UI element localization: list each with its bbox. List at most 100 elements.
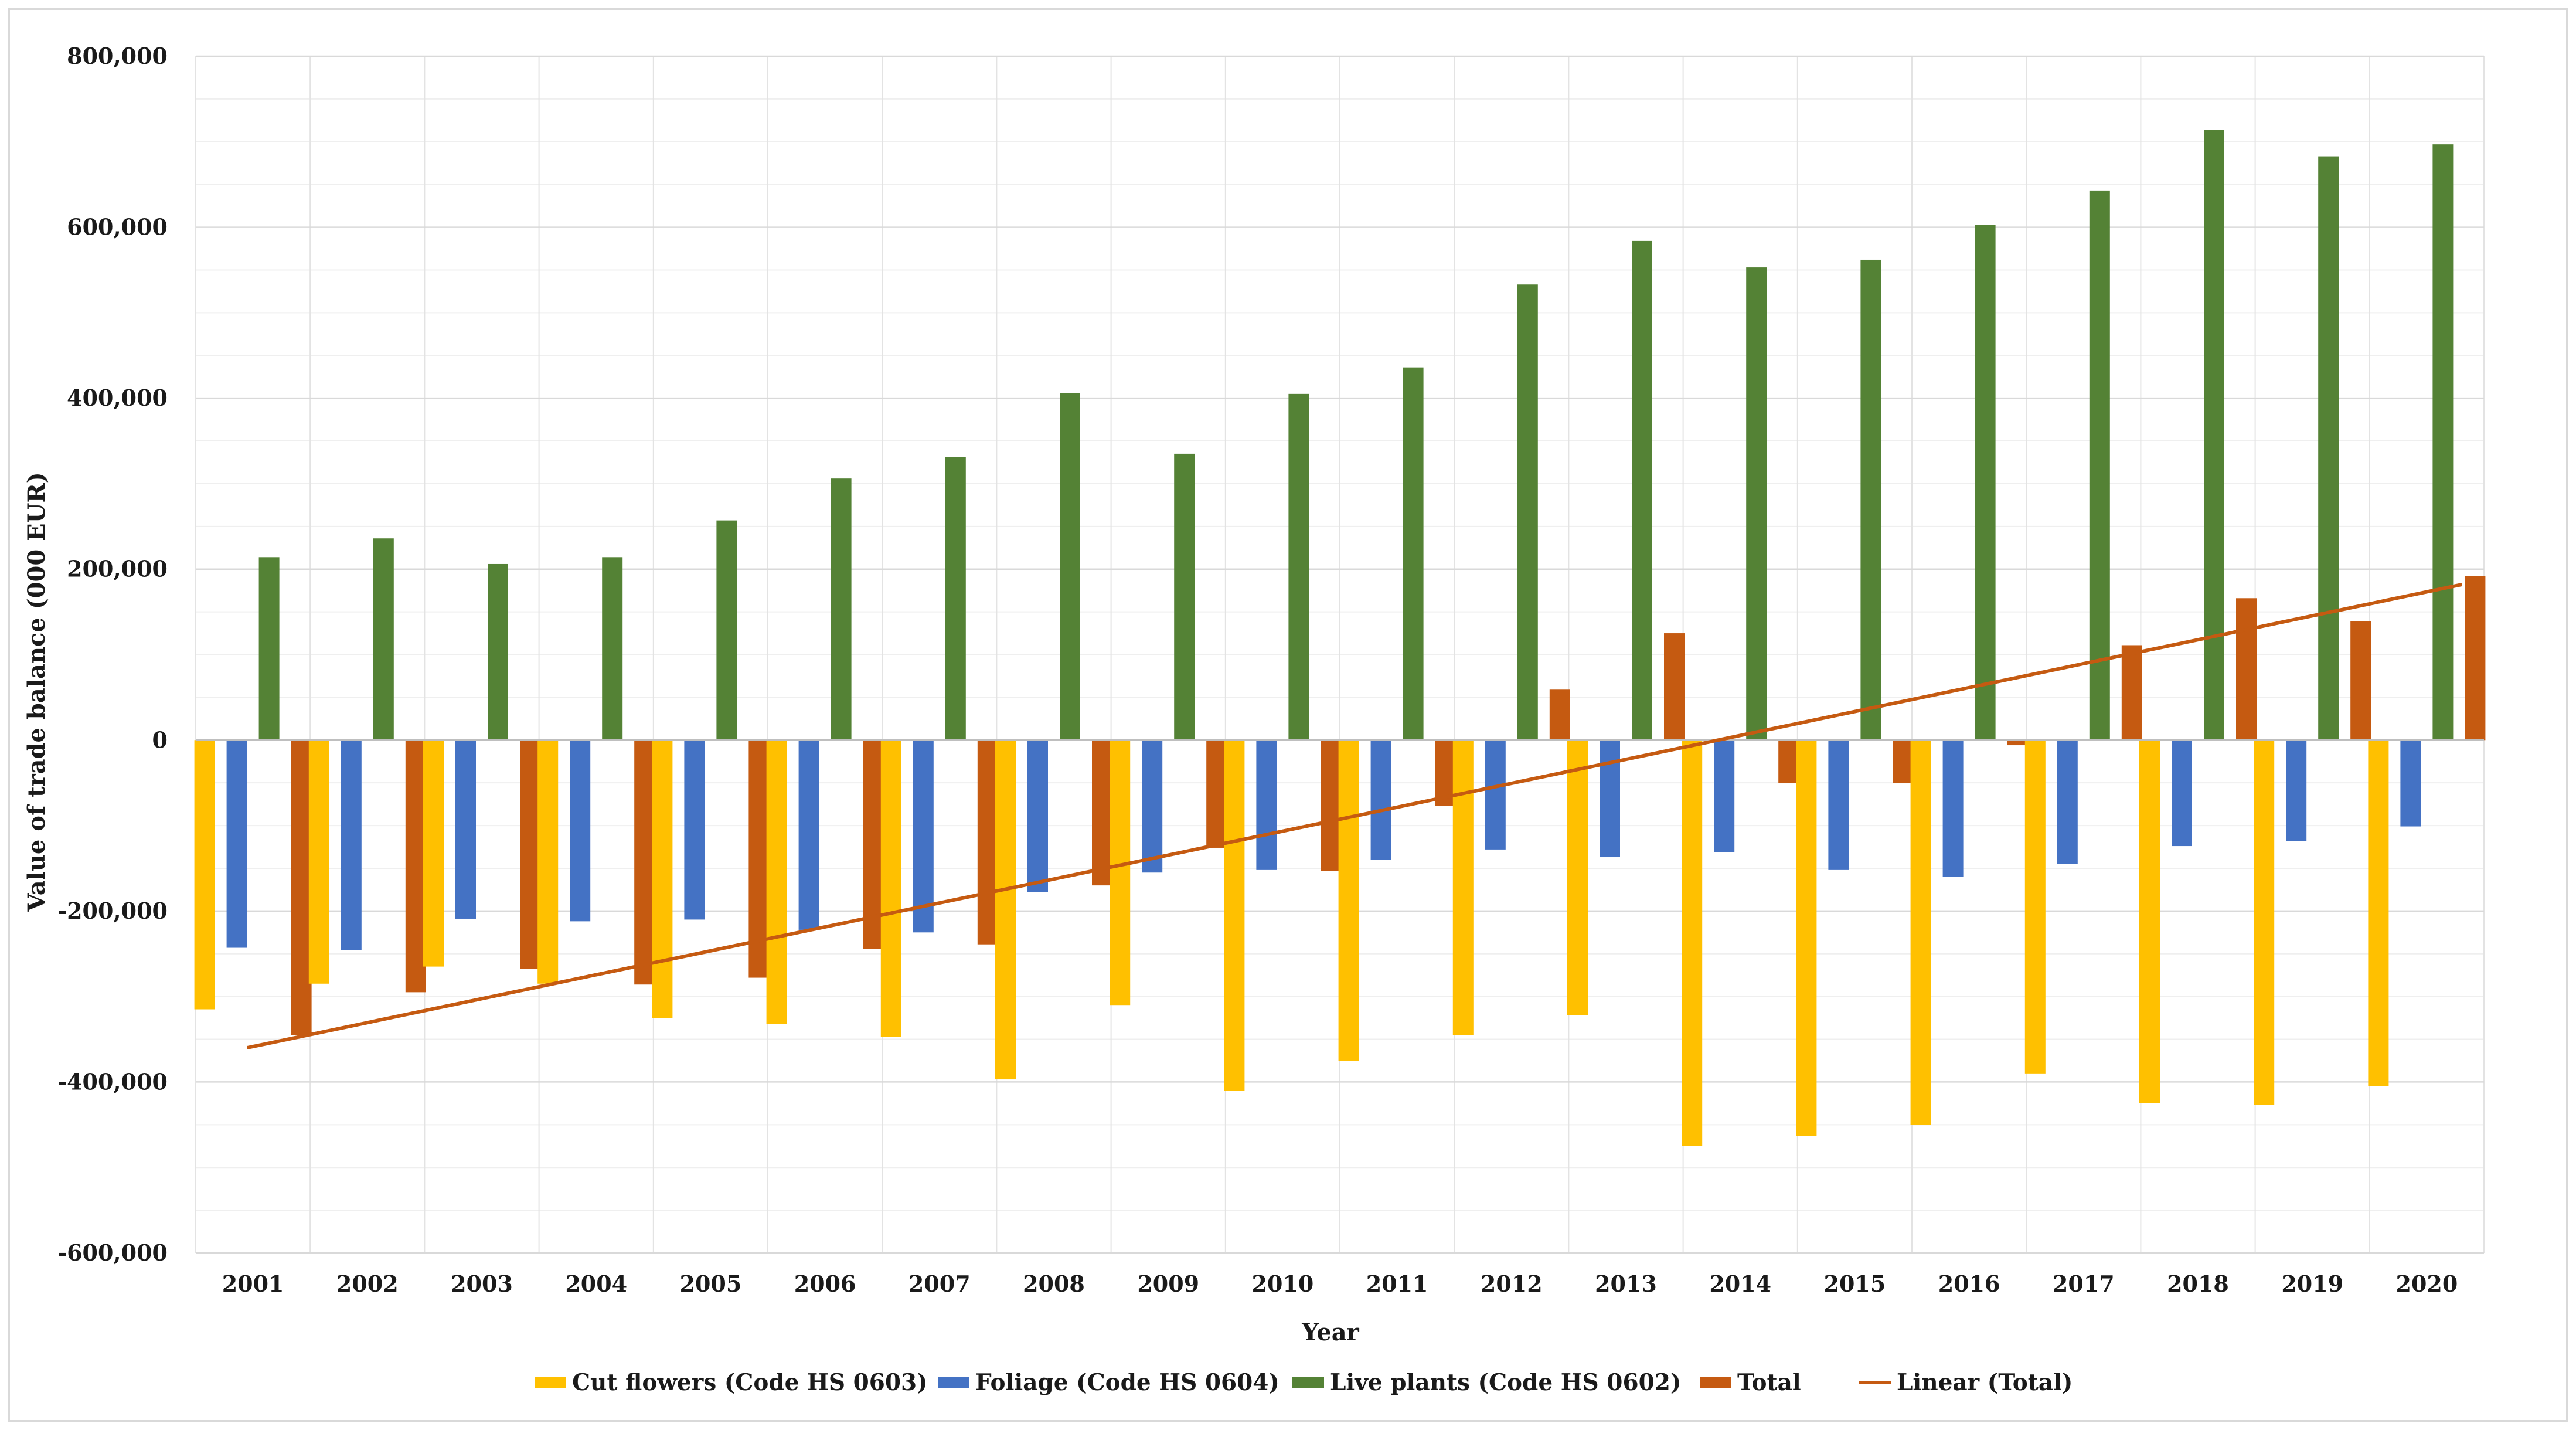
bar-total-2016 — [2007, 740, 2028, 746]
y-tick-label: 400,000 — [67, 385, 168, 411]
bar-total-2009 — [1206, 740, 1227, 848]
bar-live-2018 — [2204, 130, 2224, 741]
bar-foliage-2010 — [1256, 740, 1277, 870]
bar-cut-2001 — [194, 740, 215, 1010]
x-tick-label: 2016 — [1938, 1271, 2000, 1297]
legend-swatch — [535, 1377, 566, 1388]
bar-cut-2014 — [1682, 740, 1703, 1146]
bar-foliage-2015 — [1828, 740, 1849, 870]
bar-live-2008 — [1060, 393, 1080, 741]
bar-total-2001 — [291, 740, 312, 1035]
x-tick-label: 2014 — [1709, 1271, 1771, 1297]
bar-cut-2013 — [1567, 740, 1588, 1015]
bar-cut-2019 — [2254, 740, 2275, 1105]
bar-cut-2012 — [1452, 740, 1474, 1035]
bar-cut-2011 — [1338, 740, 1359, 1061]
x-tick-label: 2013 — [1595, 1271, 1657, 1297]
bar-foliage-2002 — [341, 740, 362, 950]
x-tick-label: 2007 — [908, 1271, 971, 1297]
bar-total-2019 — [2350, 621, 2371, 741]
bar-live-2005 — [716, 520, 737, 741]
legend-label: Linear (Total) — [1897, 1369, 2073, 1396]
bar-cut-2005 — [652, 740, 673, 1018]
x-tick-label: 2003 — [451, 1271, 513, 1297]
bar-live-2014 — [1746, 267, 1767, 741]
bar-foliage-2014 — [1714, 740, 1735, 852]
bar-foliage-2007 — [913, 740, 934, 933]
y-tick-label: 800,000 — [67, 43, 168, 69]
bar-cut-2017 — [2024, 740, 2046, 1074]
bar-foliage-2018 — [2172, 740, 2192, 847]
y-tick-label: -600,000 — [57, 1239, 168, 1266]
bar-live-2006 — [831, 478, 852, 741]
x-tick-label: 2018 — [2167, 1271, 2229, 1297]
bar-foliage-2006 — [798, 740, 819, 930]
bar-foliage-2009 — [1142, 740, 1163, 873]
bar-live-2013 — [1632, 240, 1652, 741]
legend-label: Foliage (Code HS 0604) — [975, 1369, 1280, 1396]
bar-total-2004 — [634, 740, 655, 985]
bar-cut-2010 — [1224, 740, 1245, 1091]
bar-total-2008 — [1092, 740, 1112, 886]
legend: Cut flowers (Code HS 0603) Foliage (Code … — [535, 1369, 2073, 1396]
bar-cut-2006 — [766, 740, 787, 1024]
x-tick-label: 2005 — [680, 1271, 742, 1297]
bar-live-2003 — [488, 563, 508, 741]
bar-cut-2016 — [1910, 740, 1931, 1125]
legend-swatch — [1292, 1377, 1324, 1388]
bar-cut-2002 — [308, 740, 329, 984]
x-tick-label: 2011 — [1366, 1271, 1428, 1297]
x-tick-label: 2017 — [2053, 1271, 2115, 1297]
x-tick-label: 2010 — [1252, 1271, 1314, 1297]
bar-cut-2015 — [1796, 740, 1817, 1136]
bar-foliage-2008 — [1027, 740, 1048, 892]
trendline-layer — [246, 583, 2463, 1050]
x-tick-label: 2006 — [794, 1271, 856, 1297]
x-tick-label: 2019 — [2281, 1271, 2343, 1297]
bar-foliage-2013 — [1600, 740, 1620, 858]
tick-labels: -600,000 -400,000 -200,000 0 200,000 400,000 6… — [57, 43, 2458, 1297]
legend-swatch — [1700, 1377, 1731, 1388]
y-tick-label: -400,000 — [57, 1068, 168, 1095]
x-tick-label: 2002 — [336, 1271, 399, 1297]
legend-swatch — [938, 1377, 969, 1388]
bar-foliage-2019 — [2286, 740, 2307, 841]
bar-total-2017 — [2121, 645, 2142, 741]
bar-live-2002 — [373, 538, 394, 741]
bar-foliage-2016 — [1942, 740, 1964, 877]
bar-total-2018 — [2236, 598, 2257, 741]
bar-cut-2009 — [1110, 740, 1131, 1006]
bar-live-2016 — [1975, 225, 1996, 741]
bar-live-2012 — [1517, 284, 1538, 741]
bar-foliage-2020 — [2400, 740, 2421, 827]
bar-total-2007 — [977, 740, 998, 945]
bar-live-2001 — [258, 557, 280, 741]
bar-total-2015 — [1893, 740, 1914, 783]
bar-foliage-2005 — [684, 740, 705, 920]
bar-cut-2008 — [995, 740, 1016, 1080]
bar-foliage-2011 — [1370, 740, 1391, 860]
bar-foliage-2001 — [226, 740, 247, 948]
bar-live-2004 — [602, 557, 623, 741]
linear-trendline — [246, 583, 2463, 1050]
bar-live-2019 — [2318, 156, 2339, 741]
legend-label: Cut flowers (Code HS 0603) — [572, 1369, 928, 1396]
bar-total-2012 — [1549, 689, 1570, 741]
bar-cut-2020 — [2368, 740, 2389, 1086]
bar-foliage-2012 — [1485, 740, 1506, 850]
bar-live-2007 — [945, 457, 966, 741]
bar-cut-2007 — [880, 740, 901, 1037]
bar-foliage-2003 — [455, 740, 476, 919]
bar-cut-2003 — [423, 740, 444, 967]
x-tick-label: 2001 — [222, 1271, 284, 1297]
bar-total-2003 — [520, 740, 540, 969]
bar-cut-2004 — [537, 740, 559, 984]
bar-total-2020 — [2465, 576, 2486, 741]
bar-foliage-2017 — [2057, 740, 2078, 864]
bars — [194, 130, 2486, 1146]
x-axis-title: Year — [1301, 1319, 1359, 1346]
x-tick-label: 2004 — [565, 1271, 627, 1297]
bar-total-2002 — [405, 740, 426, 993]
bar-foliage-2004 — [570, 740, 591, 922]
